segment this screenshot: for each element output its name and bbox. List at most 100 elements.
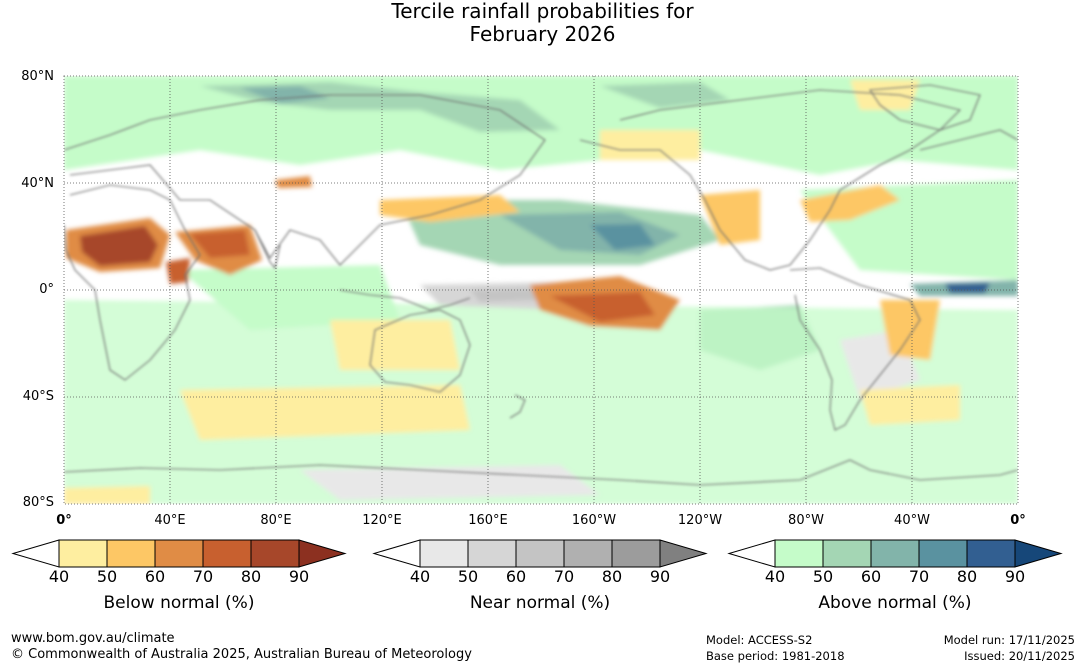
near-colorbar-segment-60: [515, 539, 565, 568]
lat-label-0: 0°: [39, 282, 54, 297]
colorbar-below: [11, 539, 347, 568]
map-frame: [63, 75, 1019, 505]
near-tick-40: 40: [409, 567, 431, 586]
coast-australia: [369, 309, 471, 393]
footer-model-run: Model run: 17/11/2025: [943, 633, 1075, 647]
title-line-2: February 2026: [469, 22, 616, 46]
below-atlantic: [800, 185, 900, 222]
above-colorbar-segment-40: [774, 539, 824, 568]
colorbar-near: [372, 539, 708, 568]
near-tick-60: 60: [505, 567, 527, 586]
above-tick-80: 80: [956, 567, 978, 586]
gridlines: [64, 76, 1018, 504]
above-tick-90: 90: [1004, 567, 1026, 586]
footer-base-period: Base period: 1981-2018: [706, 649, 845, 663]
colorbar-above: [727, 539, 1063, 568]
above-tick-50: 50: [812, 567, 834, 586]
near-colorbar-high-extend: [659, 539, 708, 568]
above-southern: [64, 300, 1018, 504]
lon-label-120e: 120°E: [362, 513, 402, 528]
above-tick-70: 70: [908, 567, 930, 586]
near-eq-pacific-dark: [470, 288, 540, 302]
below-mexico: [700, 190, 760, 245]
lon-label-160e: 160°E: [468, 513, 508, 528]
below-arabia-core: [190, 230, 250, 258]
below-east-pacific-core: [550, 292, 655, 322]
below-central-pacific: [600, 130, 700, 160]
below-colorbar-segment-40: [58, 539, 108, 568]
near-colorbar-segment-80: [611, 539, 661, 568]
footer-website[interactable]: www.bom.gov.au/climate: [11, 631, 175, 646]
footer-copyright: © Commonwealth of Australia 2025, Austra…: [11, 647, 472, 662]
above-colorbar-title: Above normal (%): [818, 593, 972, 613]
probability-shading: [64, 76, 1018, 504]
below-australia: [330, 320, 460, 370]
lat-label-80n: 80°N: [21, 69, 54, 84]
near-colorbar-low-extend: [372, 539, 421, 568]
above-colorbar-segment-60: [870, 539, 920, 568]
above-eq-atlantic-dark: [945, 283, 990, 293]
below-colorbar-high-extend: [298, 539, 347, 568]
below-north-america: [850, 80, 920, 110]
near-colorbar-segment-70: [563, 539, 613, 568]
lon-label-120w: 120°W: [677, 513, 723, 528]
below-colorbar-segment-50: [106, 539, 156, 568]
below-sahara-core: [80, 226, 158, 266]
near-colorbar-segment-40: [419, 539, 469, 568]
coast-africa: [64, 184, 201, 381]
above-arctic-dark: [240, 86, 330, 104]
near-tick-70: 70: [553, 567, 575, 586]
lon-label-40w: 40°W: [894, 513, 930, 528]
footer-issued: Issued: 20/11/2025: [964, 649, 1075, 663]
lat-label-40s: 40°S: [22, 389, 54, 404]
coast-north-america: [579, 89, 962, 271]
lon-label-0: 0°: [56, 513, 72, 528]
below-tick-50: 50: [96, 567, 118, 586]
below-colorbar-segment-70: [202, 539, 252, 568]
below-colorbar-title: Below normal (%): [103, 593, 255, 613]
above-colorbar-segment-80: [966, 539, 1016, 568]
lon-label-0-east: 0°: [1010, 513, 1026, 528]
coast-south-america: [789, 267, 921, 431]
near-tick-90: 90: [649, 567, 671, 586]
map-title: Tercile rainfall probabilities for Febru…: [0, 0, 1085, 46]
near-colorbar-segment-50: [467, 539, 517, 568]
below-south-atlantic: [860, 385, 960, 425]
above-colorbar-segment-70: [918, 539, 968, 568]
below-tick-80: 80: [240, 567, 262, 586]
near-tick-50: 50: [457, 567, 479, 586]
near-colorbar-title: Near normal (%): [469, 593, 611, 613]
lat-label-40n: 40°N: [21, 176, 54, 191]
above-tick-40: 40: [764, 567, 786, 586]
coast-eurasia: [64, 94, 546, 266]
coast-new-zealand: [509, 394, 526, 419]
above-colorbar-segment-50: [822, 539, 872, 568]
below-antarctic: [64, 486, 150, 504]
above-greenland: [600, 82, 730, 108]
below-east-africa: [166, 258, 190, 284]
footer-model: Model: ACCESS-S2: [706, 633, 813, 647]
above-pacific-darker: [590, 224, 655, 250]
coast-india: [254, 229, 281, 270]
near-antarctic: [300, 465, 600, 500]
above-indian: [180, 265, 400, 330]
map-field: [64, 76, 1018, 504]
title-line-1: Tercile rainfall probabilities for: [391, 0, 694, 23]
lon-label-40e: 40°E: [154, 513, 186, 528]
below-tick-70: 70: [192, 567, 214, 586]
below-colorbar-low-extend: [11, 539, 60, 568]
below-colorbar-segment-60: [154, 539, 204, 568]
coast-maritime-continent: [339, 289, 471, 311]
below-brazil: [880, 300, 940, 360]
near-tick-80: 80: [601, 567, 623, 586]
lon-label-80e: 80°E: [260, 513, 292, 528]
above-colorbar-low-extend: [727, 539, 776, 568]
below-colorbar-segment-80: [250, 539, 300, 568]
below-tick-40: 40: [48, 567, 70, 586]
lat-label-80s: 80°S: [22, 495, 54, 510]
coast-greenland: [869, 84, 981, 131]
below-china: [275, 176, 312, 188]
lon-label-80w: 80°W: [788, 513, 824, 528]
above-colorbar-high-extend: [1014, 539, 1063, 568]
